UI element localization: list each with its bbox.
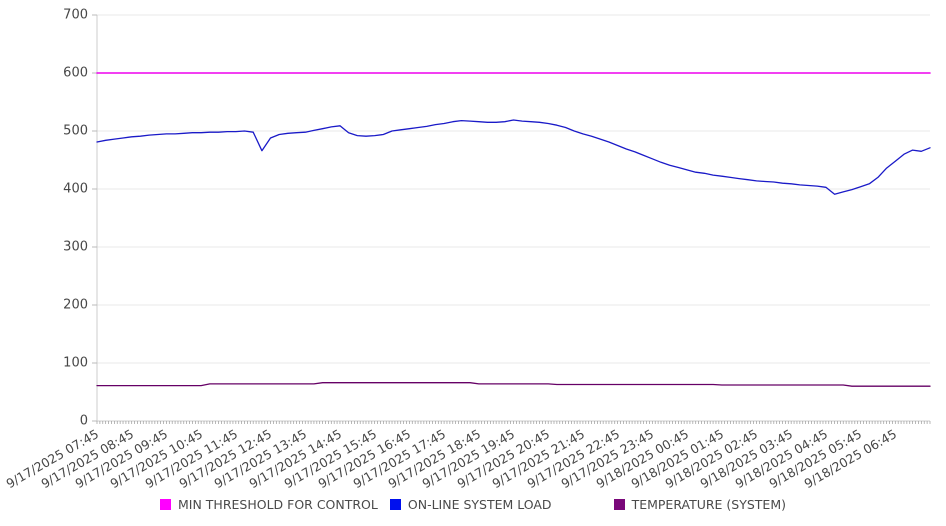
y-axis-tick-label: 200	[63, 297, 88, 313]
legend-item-online-system-load: ON-LINE SYSTEM LOAD	[389, 497, 552, 512]
y-axis-tick-label: 600	[63, 65, 88, 81]
chart-legend: MIN THRESHOLD FOR CONTROL ON-LINE SYSTEM…	[0, 497, 946, 512]
legend-item-min-threshold: MIN THRESHOLD FOR CONTROL	[159, 497, 378, 512]
y-axis-tick-label: 500	[63, 123, 88, 139]
legend-label-temperature-system: TEMPERATURE (SYSTEM)	[631, 497, 786, 512]
legend-swatch-online-system-load-icon	[389, 499, 401, 510]
y-axis-tick-label: 100	[63, 355, 88, 371]
legend-label-online-system-load: ON-LINE SYSTEM LOAD	[407, 497, 552, 512]
legend-swatch-temperature-system-icon	[613, 499, 625, 510]
y-axis-tick-label: 300	[63, 239, 88, 255]
legend-label-min-threshold: MIN THRESHOLD FOR CONTROL	[177, 497, 378, 512]
y-axis-tick-label: 0	[79, 413, 88, 429]
line-chart-canvas	[92, 14, 931, 424]
legend-swatch-min-threshold-icon	[159, 499, 171, 510]
y-axis-tick-label: 700	[63, 7, 88, 23]
y-axis-tick-label: 400	[63, 181, 88, 197]
legend-item-temperature-system: TEMPERATURE (SYSTEM)	[613, 497, 786, 512]
